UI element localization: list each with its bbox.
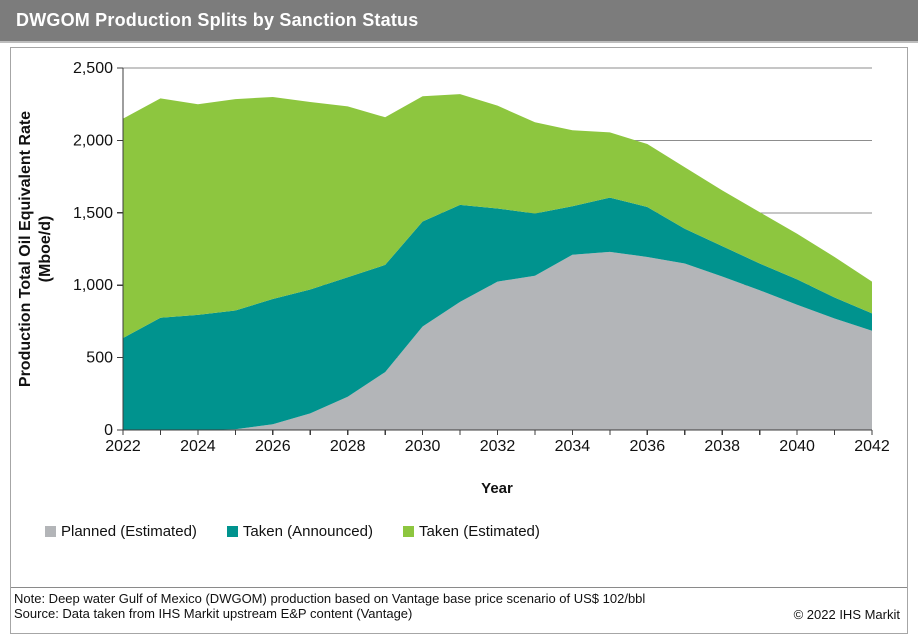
- y-axis-title: Production Total Oil Equivalent Rate (Mb…: [16, 49, 58, 449]
- legend: Planned (Estimated) Taken (Announced) Ta…: [45, 523, 540, 540]
- legend-label-taken-announced: Taken (Announced): [242, 523, 373, 540]
- legend-label-taken-estimated: Taken (Estimated): [419, 523, 540, 540]
- copyright-text: © 2022 IHS Markit: [793, 607, 900, 622]
- svg-text:500: 500: [86, 350, 113, 367]
- legend-item-taken-announced: Taken (Announced): [226, 523, 373, 540]
- svg-text:2024: 2024: [180, 438, 216, 455]
- x-axis-title: Year: [481, 480, 513, 497]
- taken-announced-swatch-icon: [226, 526, 238, 537]
- y-axis-title-line1: Production Total Oil Equivalent Rate: [17, 110, 34, 388]
- svg-text:2028: 2028: [330, 438, 366, 455]
- svg-text:0: 0: [104, 422, 113, 439]
- svg-text:2040: 2040: [779, 438, 815, 455]
- legend-item-planned-estimated: Planned (Estimated): [45, 523, 197, 540]
- svg-text:2036: 2036: [630, 438, 666, 455]
- footer-divider: [11, 587, 907, 588]
- chart-title-bar: DWGOM Production Splits by Sanction Stat…: [0, 0, 918, 43]
- footer-notes: Note: Deep water Gulf of Mexico (DWGOM) …: [14, 591, 774, 621]
- svg-text:1,000: 1,000: [73, 277, 113, 294]
- svg-text:2030: 2030: [405, 438, 441, 455]
- svg-text:2042: 2042: [854, 438, 890, 455]
- svg-text:1,500: 1,500: [73, 205, 113, 222]
- svg-text:2026: 2026: [255, 438, 291, 455]
- chart-canvas: 0 500 1,000 1,500 2,000 2,500 2022 2024 2026 2028…: [73, 60, 890, 455]
- taken-estimated-swatch-icon: [403, 526, 414, 537]
- svg-text:2038: 2038: [704, 438, 740, 455]
- chart-title: DWGOM Production Splits by Sanction Stat…: [16, 10, 419, 30]
- svg-text:2,500: 2,500: [73, 60, 113, 77]
- footer-note: Note: Deep water Gulf of Mexico (DWGOM) …: [14, 591, 646, 606]
- svg-text:2022: 2022: [105, 438, 141, 455]
- footer-source: Source: Data taken from IHS Markit upstr…: [14, 606, 413, 621]
- legend-label-planned-estimated: Planned (Estimated): [61, 523, 197, 540]
- legend-item-taken-estimated: Taken (Estimated): [403, 523, 540, 540]
- svg-text:2032: 2032: [480, 438, 516, 455]
- planned-estimated-swatch-icon: [45, 526, 56, 537]
- svg-text:2034: 2034: [555, 438, 591, 455]
- y-axis-title-line2: (Mboe/d): [37, 215, 54, 283]
- svg-text:2,000: 2,000: [73, 132, 113, 149]
